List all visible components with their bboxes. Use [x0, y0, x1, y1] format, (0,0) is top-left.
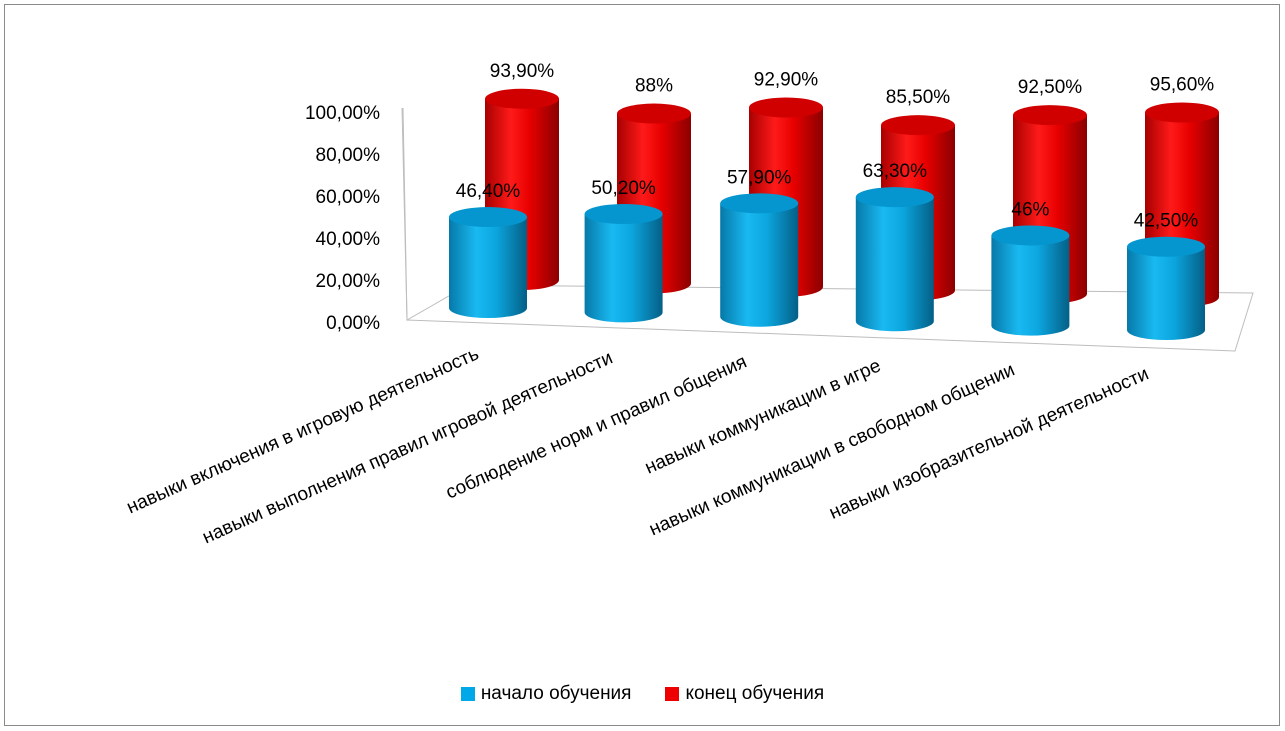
category-label: навыки коммуникации в игре	[642, 355, 884, 478]
legend-swatch-end	[665, 687, 680, 701]
y-tick-label: 40,00%	[316, 229, 381, 250]
data-label: 92,50%	[1018, 77, 1083, 98]
data-label: 46,40%	[456, 181, 521, 202]
bar-start-4	[991, 225, 1070, 336]
legend-item-start: начало обучения	[460, 683, 632, 705]
legend-item-end: конец обучения	[665, 683, 824, 705]
y-tick-label: 100,00%	[305, 103, 380, 124]
data-label: 95,60%	[1150, 74, 1215, 95]
bar-start-5	[1127, 236, 1205, 340]
data-label: 46%	[1011, 199, 1049, 220]
data-label: 93,90%	[490, 61, 555, 82]
y-tick-label: 60,00%	[316, 187, 381, 208]
legend-swatch-start	[460, 687, 475, 701]
data-label: 50,20%	[591, 178, 656, 199]
y-axis-line	[401, 107, 408, 321]
data-label: 88%	[635, 76, 673, 97]
bar-start-2	[720, 193, 799, 327]
data-label: 63,30%	[863, 161, 928, 182]
data-label: 57,90%	[727, 167, 792, 188]
data-label: 42,50%	[1134, 211, 1199, 232]
y-tick-label: 0,00%	[326, 313, 380, 334]
legend-label-start: начало обучения	[480, 683, 632, 704]
bar-start-3	[855, 187, 934, 332]
legend-label-end: конец обучения	[685, 683, 825, 704]
bar-start-0	[449, 207, 527, 318]
data-label: 92,90%	[754, 70, 819, 91]
y-tick-label: 80,00%	[316, 145, 381, 166]
y-tick-label: 20,00%	[316, 271, 381, 292]
legend: начало обучения конец обучения	[0, 683, 1285, 705]
bar-start-1	[584, 204, 663, 323]
data-label: 85,50%	[886, 87, 951, 108]
